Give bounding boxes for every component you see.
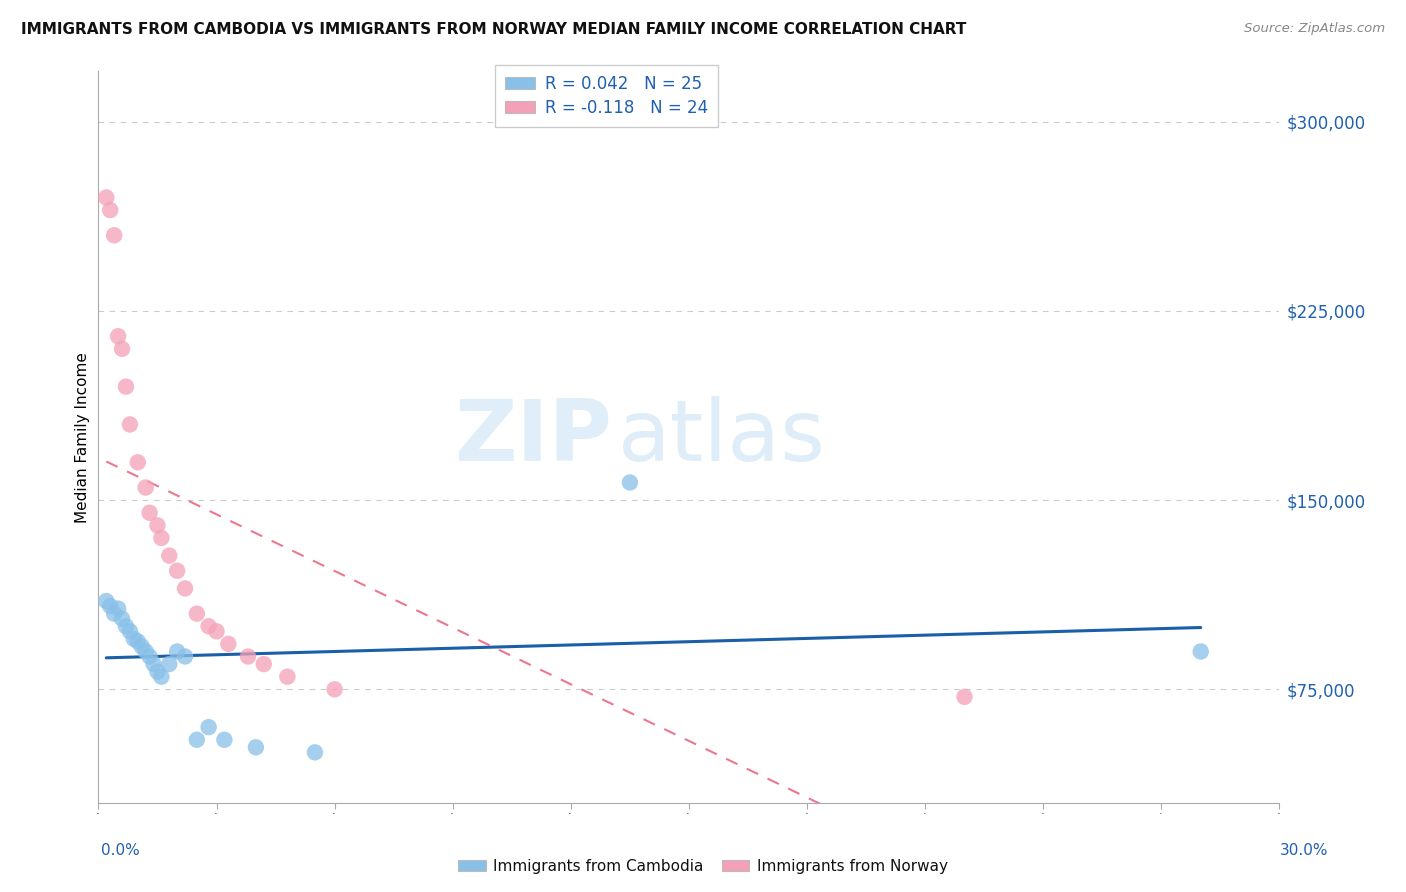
Point (96, 594, 118, 608)
Text: atlas: atlas (619, 395, 827, 479)
Point (157, 549, 180, 563)
Point (135, 481, 157, 495)
Point (138, 649, 160, 664)
Point (115, 379, 138, 393)
Point (103, 228, 125, 243)
Point (115, 619, 138, 633)
Point (253, 657, 276, 671)
Text: 30.0%: 30.0% (1281, 843, 1329, 858)
Point (174, 649, 197, 664)
Point (118, 624, 141, 639)
Text: 0.0%: 0.0% (101, 843, 141, 858)
Point (186, 607, 208, 621)
Point (1189, 644, 1212, 658)
Point (96, 190, 118, 204)
Point (166, 644, 188, 658)
Text: ZIP: ZIP (454, 395, 612, 479)
Point (197, 720, 219, 734)
Point (98, 599, 121, 613)
Point (111, 342, 134, 356)
Point (304, 745, 326, 759)
Point (245, 740, 267, 755)
Point (103, 607, 125, 621)
Point (166, 564, 188, 578)
Point (157, 657, 180, 671)
Point (146, 665, 169, 679)
Point (127, 634, 149, 648)
Point (127, 455, 149, 469)
Point (111, 612, 134, 626)
Point (214, 732, 236, 747)
Point (150, 670, 173, 684)
Point (107, 329, 129, 343)
Point (236, 649, 259, 664)
Point (619, 475, 641, 490)
Point (205, 624, 228, 639)
Point (122, 632, 145, 646)
Point (98, 203, 121, 218)
Point (174, 582, 197, 596)
Point (135, 644, 157, 658)
Point (146, 518, 169, 533)
Point (197, 619, 219, 633)
Point (118, 417, 141, 432)
Y-axis label: Median Family Income: Median Family Income (75, 351, 90, 523)
Point (150, 531, 173, 545)
Point (131, 640, 153, 654)
Legend: Immigrants from Cambodia, Immigrants from Norway: Immigrants from Cambodia, Immigrants fro… (451, 853, 955, 880)
Text: Source: ZipAtlas.com: Source: ZipAtlas.com (1244, 22, 1385, 36)
Point (217, 637, 239, 651)
Point (107, 601, 129, 615)
Point (276, 670, 298, 684)
Point (323, 682, 346, 697)
Legend: R = 0.042   N = 25, R = -0.118   N = 24: R = 0.042 N = 25, R = -0.118 N = 24 (495, 65, 718, 127)
Point (138, 506, 160, 520)
Point (142, 657, 165, 671)
Point (953, 690, 976, 704)
Text: IMMIGRANTS FROM CAMBODIA VS IMMIGRANTS FROM NORWAY MEDIAN FAMILY INCOME CORRELAT: IMMIGRANTS FROM CAMBODIA VS IMMIGRANTS F… (21, 22, 966, 37)
Point (186, 732, 208, 747)
